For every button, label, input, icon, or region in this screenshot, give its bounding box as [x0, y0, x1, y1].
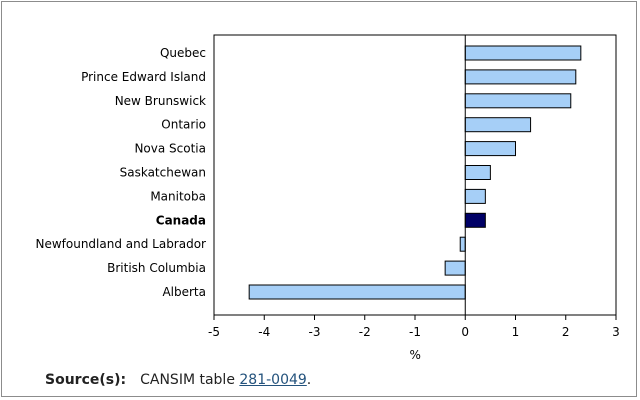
category-label: Prince Edward Island	[81, 70, 206, 84]
category-label: New Brunswick	[115, 94, 206, 108]
bar-british-columbia	[444, 260, 466, 276]
source-label: Source(s):	[45, 372, 127, 388]
x-tick-label: -5	[208, 325, 220, 339]
bar-saskatchewan	[464, 165, 491, 180]
x-tick-label: -2	[359, 325, 371, 339]
x-tick-label: -1	[409, 325, 421, 339]
x-tick-label: -3	[309, 325, 321, 339]
bar-nova-scotia	[464, 141, 516, 157]
bar-manitoba	[464, 188, 486, 204]
bar-alberta	[248, 284, 466, 300]
bar-canada	[464, 212, 486, 228]
category-label: British Columbia	[107, 261, 206, 275]
x-tick-label: 1	[512, 325, 520, 339]
bar-ontario	[464, 117, 532, 133]
source-trailing: .	[306, 372, 312, 388]
bar-newfoundland-and-labrador	[459, 236, 466, 252]
category-label: Canada	[156, 213, 206, 227]
bar-prince-edward-island	[464, 69, 577, 85]
category-label: Manitoba	[150, 189, 206, 203]
x-tick-label: -4	[258, 325, 270, 339]
category-label: Quebec	[160, 46, 206, 60]
bar-new-brunswick	[464, 93, 572, 109]
source-text: CANSIM table	[140, 372, 235, 388]
category-label: Nova Scotia	[134, 142, 206, 156]
x-tick-label: 0	[461, 325, 469, 339]
category-label: Alberta	[162, 285, 206, 299]
bar-quebec	[464, 45, 582, 61]
x-tick-label: 2	[562, 325, 570, 339]
x-tick-label: 3	[612, 325, 620, 339]
x-axis-label: %	[410, 348, 421, 362]
source-note: Source(s): CANSIM table 281-0049.	[45, 372, 311, 388]
category-label: Newfoundland and Labrador	[35, 237, 206, 251]
category-label: Ontario	[161, 118, 206, 132]
category-label: Saskatchewan	[120, 166, 206, 180]
source-table-link[interactable]: 281-0049	[239, 372, 307, 388]
